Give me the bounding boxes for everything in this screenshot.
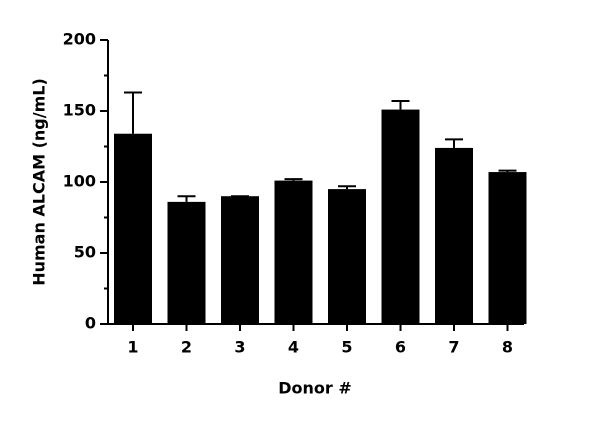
y-axis-title: Human ALCAM (ng/mL): [30, 78, 49, 286]
bar: [488, 172, 527, 324]
y-tick-label: 0: [85, 314, 96, 333]
x-tick-label: 3: [234, 338, 245, 357]
y-tick-label: 200: [63, 30, 96, 49]
y-tick-label: 150: [63, 101, 96, 120]
bar: [274, 180, 313, 324]
x-tick-label: 1: [127, 338, 138, 357]
x-axis-title: Donor #: [278, 379, 352, 398]
bar: [167, 201, 206, 324]
y-tick-label: 100: [63, 172, 96, 191]
bar: [114, 133, 152, 324]
x-tick-label: 7: [448, 338, 459, 357]
bar: [381, 109, 420, 324]
x-tick-label: 6: [395, 338, 406, 357]
x-tick-label: 5: [341, 338, 352, 357]
y-tick-label: 50: [74, 243, 96, 262]
x-tick-label: 2: [181, 338, 192, 357]
bar: [435, 147, 473, 324]
x-tick-label: 8: [502, 338, 513, 357]
bar: [221, 196, 259, 324]
bar: [328, 189, 366, 324]
x-tick-label: 4: [288, 338, 299, 357]
